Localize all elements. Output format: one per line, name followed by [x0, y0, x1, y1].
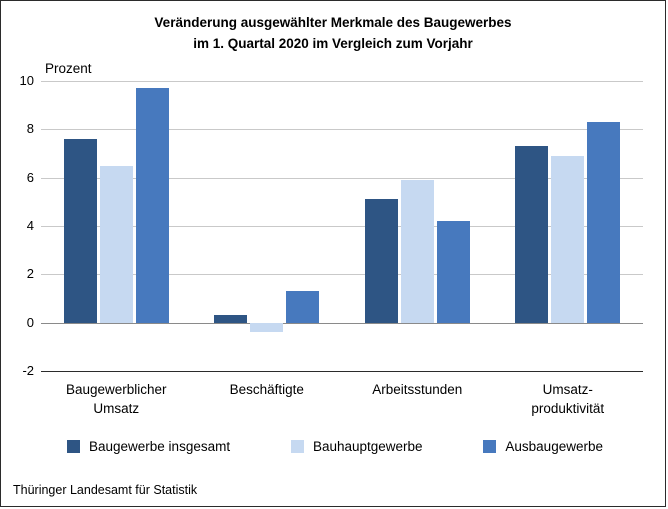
- y-tick-label: 8: [26, 121, 34, 137]
- legend-swatch: [290, 440, 304, 453]
- x-axis-labels: Baugewerblicher Umsatz Beschäftigte Arbeits…: [41, 371, 643, 418]
- chart-title: Veränderung ausgewählter Merkmale des Ba…: [1, 1, 665, 54]
- legend-label: Ausbaugewerbe: [505, 439, 603, 454]
- x-category-label: Baugewerblicher Umsatz: [65, 382, 167, 416]
- gridline: [41, 322, 643, 324]
- y-axis-title: Prozent: [45, 61, 92, 76]
- source-text: Thüringer Landesamt für Statistik: [13, 483, 198, 497]
- bar-series2-cat3: [400, 180, 434, 323]
- bar-series2-cat1: [99, 165, 133, 323]
- bar-series1-cat3: [364, 199, 398, 323]
- plot-row: 10 8 6 4 2 0 -2: [11, 73, 643, 378]
- bar-series3-cat3: [436, 221, 470, 323]
- y-tick-label: 4: [26, 218, 34, 233]
- gridline: [41, 177, 643, 179]
- gridline: [41, 81, 643, 82]
- gridline: [41, 129, 643, 131]
- chart-title-line2: im 1. Quartal 2020 im Vergleich zum Vorj…: [193, 36, 473, 51]
- bar-series2-cat4: [551, 155, 585, 323]
- legend-item: Baugewerbe insgesamt: [67, 439, 230, 454]
- plot-area: [41, 81, 643, 372]
- gridline: [41, 226, 643, 227]
- y-tick-label: 2: [26, 266, 34, 282]
- legend-item: Bauhauptgewerbe: [290, 439, 423, 454]
- bar-series1-cat1: [63, 139, 97, 323]
- bar-series3-cat2: [286, 291, 320, 323]
- gridline: [41, 274, 643, 276]
- bar-series1-cat4: [515, 146, 549, 323]
- bar-series2-cat2: [250, 322, 284, 333]
- legend: Baugewerbe insgesamt Bauhauptgewerbe Ausba…: [67, 439, 603, 454]
- bar-series3-cat4: [587, 122, 621, 323]
- y-tick-label: 0: [26, 314, 34, 330]
- x-category-label: Beschäftigte: [229, 382, 304, 397]
- x-category-label: Umsatz-produktivität: [531, 382, 605, 416]
- legend-item: Ausbaugewerbe: [483, 439, 603, 454]
- bar-series3-cat1: [135, 88, 169, 323]
- x-category-label: Arbeitsstunden: [372, 382, 463, 397]
- chart-body: 10 8 6 4 2 0 -2 Baugewerblicher Umsatz Beschäfti…: [11, 73, 643, 418]
- legend-label: Bauhauptgewerbe: [312, 439, 423, 454]
- y-axis-ticks: 10 8 6 4 2 0 -2: [11, 73, 41, 378]
- legend-swatch: [483, 440, 497, 453]
- legend-label: Baugewerbe insgesamt: [89, 439, 231, 454]
- y-tick-label: -2: [22, 363, 34, 378]
- bar-series1-cat2: [214, 315, 248, 323]
- y-tick-label: 10: [19, 73, 34, 88]
- chart-title-line1: Veränderung ausgewählter Merkmale des Ba…: [154, 15, 512, 30]
- gridline: [41, 371, 643, 372]
- legend-swatch: [67, 440, 80, 453]
- y-tick-label: 6: [26, 169, 34, 185]
